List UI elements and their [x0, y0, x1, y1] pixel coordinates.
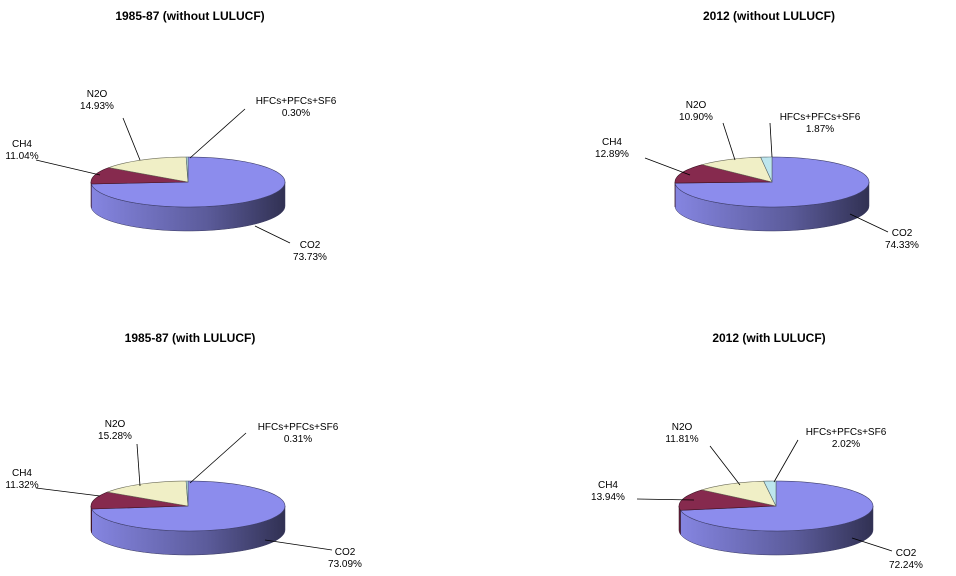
slice-label-ch4: CH4: [12, 468, 32, 479]
slice-value-ch4: 13.94%: [591, 492, 625, 503]
slice-label-n2o: N2O: [686, 100, 707, 111]
leader-line-n2o: [122, 117, 141, 161]
pie-top: [90, 480, 286, 532]
slice-label-ch4: CH4: [598, 480, 618, 491]
slice-label-hfcs-pfcs-sf6: HFCs+PFCs+SF6: [256, 96, 337, 107]
chart-title: 1985-87 (without LULUCF): [115, 9, 264, 23]
chart-title: 1985-87 (with LULUCF): [125, 331, 256, 345]
slice-label-ch4: CH4: [602, 137, 622, 148]
pie-top: [90, 156, 286, 208]
slice-value-co2: 74.33%: [885, 240, 919, 251]
slice-hfcs-pfcs-sf6: [185, 480, 189, 507]
slice-value-co2: 73.09%: [328, 559, 362, 570]
slice-co2: [91, 480, 286, 532]
leader-line-ch4: [644, 157, 691, 176]
leader-line-ch4: [636, 498, 695, 501]
leader-line-ch4: [35, 487, 101, 497]
slice-hfcs-pfcs-sf6: [763, 480, 777, 507]
slice-label-ch4: CH4: [12, 139, 32, 150]
slice-label-n2o: N2O: [105, 419, 126, 430]
slice-label-hfcs-pfcs-sf6: HFCs+PFCs+SF6: [806, 427, 887, 438]
leader-line-n2o: [722, 122, 736, 161]
slice-value-co2: 73.73%: [293, 252, 327, 263]
slice-value-co2: 72.24%: [889, 560, 923, 571]
slice-n2o: [108, 156, 189, 183]
leader-line-ch4: [35, 159, 101, 176]
leader-line-n2o: [136, 443, 141, 487]
slice-label-co2: CO2: [300, 240, 321, 251]
slice-label-co2: CO2: [896, 548, 917, 559]
slice-label-hfcs-pfcs-sf6: HFCs+PFCs+SF6: [258, 422, 339, 433]
slice-label-n2o: N2O: [87, 89, 108, 100]
leader-line-hfcs-pfcs-sf6: [773, 439, 799, 483]
slice-value-ch4: 12.89%: [595, 149, 629, 160]
slice-label-co2: CO2: [892, 228, 913, 239]
slice-n2o: [701, 480, 777, 507]
chart-title: 2012 (with LULUCF): [712, 331, 825, 345]
leader-line-co2: [254, 225, 291, 244]
leader-line-n2o: [709, 445, 741, 486]
slice-value-hfcs-pfcs-sf6: 2.02%: [832, 439, 860, 450]
slice-value-hfcs-pfcs-sf6: 0.30%: [282, 108, 310, 119]
chart-title: 2012 (without LULUCF): [703, 9, 835, 23]
slice-label-n2o: N2O: [672, 422, 693, 433]
slice-value-ch4: 11.04%: [5, 151, 38, 162]
slice-n2o: [107, 480, 189, 507]
leader-line-hfcs-pfcs-sf6: [189, 108, 246, 159]
pie-top: [674, 156, 870, 208]
pie-top: [678, 480, 874, 532]
slice-value-n2o: 11.81%: [665, 434, 698, 445]
slice-ch4: [674, 164, 773, 184]
slice-co2: [680, 480, 874, 532]
slice-label-co2: CO2: [335, 547, 356, 558]
slice-label-hfcs-pfcs-sf6: HFCs+PFCs+SF6: [780, 112, 861, 123]
leader-line-hfcs-pfcs-sf6: [189, 432, 247, 484]
leader-line-hfcs-pfcs-sf6: [769, 122, 773, 158]
leader-line-co2: [851, 537, 893, 552]
slice-value-n2o: 14.93%: [80, 101, 114, 112]
slice-ch4: [90, 491, 189, 510]
leader-line-co2: [264, 539, 333, 551]
slice-ch4: [90, 167, 189, 185]
slice-value-n2o: 15.28%: [98, 431, 132, 442]
slice-n2o: [701, 156, 773, 183]
leader-line-co2: [849, 213, 889, 233]
slice-value-n2o: 10.90%: [679, 112, 713, 123]
slice-value-ch4: 11.32%: [5, 480, 38, 491]
slice-value-hfcs-pfcs-sf6: 1.87%: [806, 124, 834, 135]
slice-wall-ch4: [90, 506, 92, 534]
slice-value-hfcs-pfcs-sf6: 0.31%: [284, 434, 312, 445]
slice-hfcs-pfcs-sf6: [185, 156, 189, 183]
